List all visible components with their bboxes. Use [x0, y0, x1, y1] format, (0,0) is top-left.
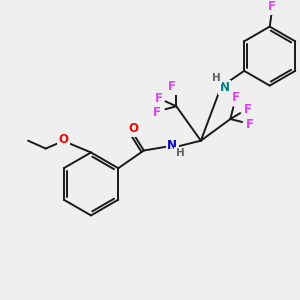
Text: F: F [153, 106, 160, 119]
Text: F: F [154, 92, 163, 105]
Text: N: N [220, 81, 230, 94]
Text: O: O [58, 133, 68, 146]
Text: N: N [167, 139, 177, 152]
Text: H: H [176, 148, 184, 158]
Text: F: F [168, 80, 176, 93]
Text: H: H [212, 73, 221, 83]
Text: F: F [232, 91, 240, 104]
Text: F: F [268, 0, 276, 14]
Text: F: F [244, 103, 252, 116]
Text: F: F [246, 118, 254, 131]
Text: O: O [128, 122, 138, 135]
